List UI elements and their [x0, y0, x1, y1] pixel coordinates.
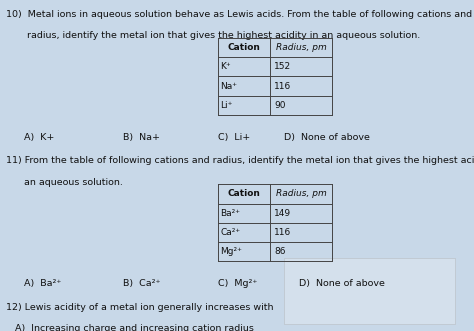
Text: Cation: Cation — [228, 189, 261, 199]
Text: 12) Lewis acidity of a metal ion generally increases with: 12) Lewis acidity of a metal ion general… — [6, 303, 273, 311]
Text: K⁺: K⁺ — [220, 62, 231, 71]
Text: radius, identify the metal ion that gives the highest acidity in an aqueous solu: radius, identify the metal ion that give… — [6, 31, 420, 40]
Text: Mg²⁺: Mg²⁺ — [220, 247, 242, 256]
Text: Radius, pm: Radius, pm — [275, 189, 327, 199]
Text: 152: 152 — [274, 62, 291, 71]
Text: Na⁺: Na⁺ — [220, 81, 237, 91]
Text: 149: 149 — [274, 209, 291, 218]
Text: 10)  Metal ions in aqueous solution behave as Lewis acids. From the table of fol: 10) Metal ions in aqueous solution behav… — [6, 10, 472, 19]
Text: 90: 90 — [274, 101, 285, 110]
Text: 116: 116 — [274, 81, 291, 91]
Text: 86: 86 — [274, 247, 285, 256]
Text: A)  K+: A) K+ — [24, 133, 54, 142]
Text: Cation: Cation — [228, 43, 261, 52]
Text: C)  Mg²⁺: C) Mg²⁺ — [218, 279, 257, 288]
FancyBboxPatch shape — [284, 258, 455, 324]
Text: B)  Na+: B) Na+ — [123, 133, 160, 142]
Text: C)  Li+: C) Li+ — [218, 133, 250, 142]
Text: D)  None of above: D) None of above — [284, 133, 370, 142]
Text: Ba²⁺: Ba²⁺ — [220, 209, 240, 218]
Text: D)  None of above: D) None of above — [299, 279, 384, 288]
Text: A)  Ba²⁺: A) Ba²⁺ — [24, 279, 61, 288]
Text: Li⁺: Li⁺ — [220, 101, 233, 110]
Text: B)  Ca²⁺: B) Ca²⁺ — [123, 279, 161, 288]
Text: Radius, pm: Radius, pm — [275, 43, 327, 52]
Text: an aqueous solution.: an aqueous solution. — [6, 178, 123, 187]
Text: 116: 116 — [274, 228, 291, 237]
Text: 11) From the table of following cations and radius, identify the metal ion that : 11) From the table of following cations … — [6, 156, 474, 165]
Text: Ca²⁺: Ca²⁺ — [220, 228, 240, 237]
Text: A)  Increasing charge and increasing cation radius: A) Increasing charge and increasing cati… — [15, 324, 254, 331]
